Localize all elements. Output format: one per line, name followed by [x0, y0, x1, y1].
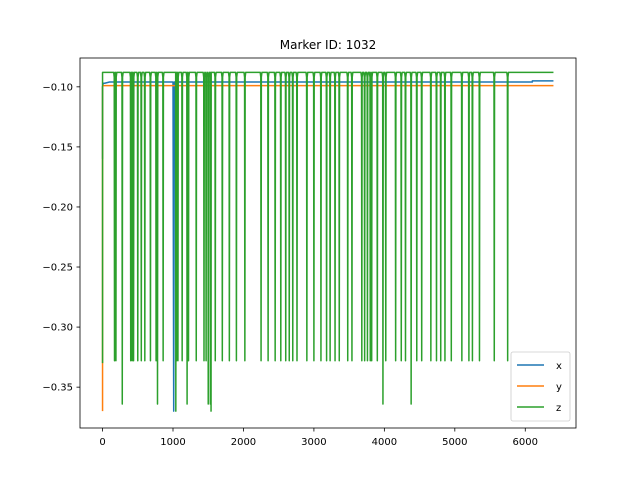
series-z-line — [101, 71, 554, 412]
legend-label-y: y — [556, 382, 562, 393]
plot-lines — [101, 71, 554, 412]
y-axis: −0.10 −0.15 −0.20 −0.25 −0.30 −0.35 — [42, 82, 80, 394]
y-tick-label: −0.25 — [42, 263, 73, 274]
legend-label-x: x — [556, 361, 562, 372]
x-tick-label: 2000 — [231, 437, 256, 448]
x-tick-label: 0 — [99, 437, 105, 448]
y-tick-label: −0.10 — [42, 82, 73, 93]
legend-label-z: z — [556, 403, 561, 414]
x-tick-label: 3000 — [301, 437, 326, 448]
x-tick-label: 6000 — [513, 437, 538, 448]
y-tick-label: −0.20 — [42, 202, 73, 213]
x-tick-label: 1000 — [160, 437, 185, 448]
y-tick-label: −0.35 — [42, 383, 73, 394]
y-tick-label: −0.15 — [42, 142, 73, 153]
x-tick-label: 5000 — [442, 437, 467, 448]
chart-title: Marker ID: 1032 — [280, 38, 376, 52]
plot-frame — [79, 57, 577, 429]
x-tick-label: 4000 — [372, 437, 397, 448]
x-axis: 0 1000 2000 3000 4000 5000 6000 — [99, 428, 538, 448]
legend: x y z — [510, 351, 571, 422]
y-tick-label: −0.30 — [42, 323, 73, 334]
